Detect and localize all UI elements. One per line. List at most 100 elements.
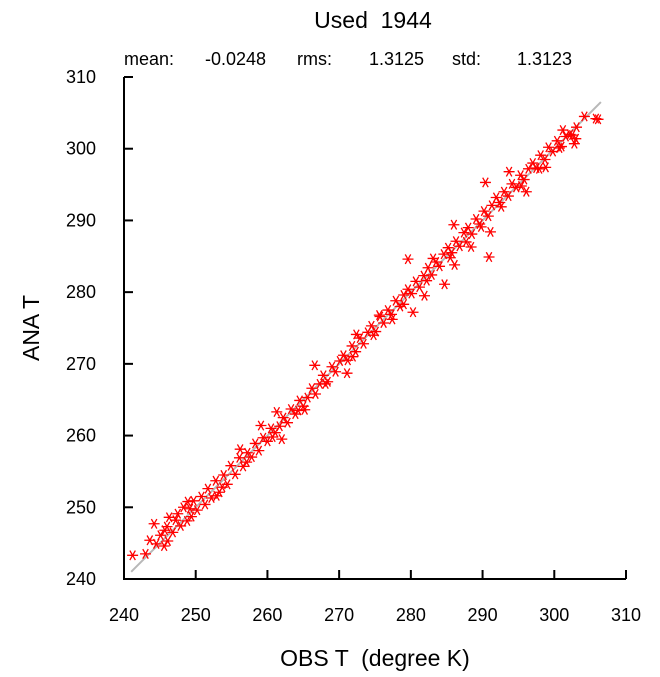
- data-point: [292, 405, 304, 416]
- data-point: [285, 403, 297, 415]
- data-point: [410, 276, 422, 287]
- data-point: [418, 290, 430, 301]
- data-point: [181, 515, 193, 526]
- data-point: [320, 378, 332, 390]
- data-point: [253, 445, 265, 456]
- data-point: [460, 236, 472, 248]
- data-point: [406, 288, 418, 299]
- y-tick-label: 240: [66, 569, 96, 589]
- data-point: [341, 368, 353, 379]
- data-point: [365, 320, 377, 331]
- data-point: [483, 251, 495, 263]
- data-point: [495, 201, 507, 212]
- data-point: [484, 226, 496, 237]
- y-tick-label: 270: [66, 354, 96, 374]
- data-point: [282, 417, 294, 428]
- data-point: [557, 124, 569, 136]
- y-tick-label: 260: [66, 426, 96, 446]
- data-point: [373, 310, 385, 321]
- data-point: [390, 295, 402, 306]
- data-point: [439, 279, 451, 290]
- y-axis-ticks: 240 250 260 270 280 290 300 310: [66, 67, 133, 589]
- y-tick-label: 290: [66, 210, 96, 230]
- data-point: [309, 388, 321, 400]
- data-point: [448, 219, 460, 230]
- y-axis-label: ANA T: [18, 295, 44, 361]
- data-point: [402, 254, 414, 265]
- data-point: [413, 282, 425, 293]
- mean-label: mean:: [124, 49, 174, 69]
- data-point: [211, 490, 223, 501]
- rms-label: rms:: [297, 49, 332, 69]
- y-tick-label: 280: [66, 282, 96, 302]
- y-tick-label: 310: [66, 67, 96, 87]
- data-point: [590, 113, 602, 124]
- x-tick-label: 270: [324, 605, 354, 625]
- data-point: [551, 135, 563, 146]
- data-point: [475, 221, 487, 232]
- data-point: [553, 142, 565, 154]
- data-point: [407, 307, 419, 318]
- data-point: [533, 163, 545, 174]
- rms-value: 1.3125: [369, 49, 424, 69]
- data-point: [162, 535, 174, 547]
- data-point: [394, 301, 406, 312]
- data-point: [195, 491, 207, 502]
- data-point: [233, 452, 245, 463]
- data-point: [299, 404, 311, 415]
- std-value: 1.3123: [517, 49, 572, 69]
- data-point: [346, 340, 358, 352]
- data-point: [502, 190, 514, 202]
- data-point: [276, 434, 288, 445]
- data-point: [150, 538, 162, 549]
- data-point: [172, 508, 184, 519]
- data-point: [234, 444, 246, 455]
- data-point: [592, 114, 604, 125]
- data-point: [535, 150, 547, 161]
- data-point: [566, 130, 578, 141]
- data-point: [330, 366, 342, 377]
- data-point: [225, 460, 237, 471]
- data-point: [229, 469, 241, 480]
- data-point: [337, 350, 349, 361]
- data-point: [518, 174, 530, 185]
- data-point: [421, 275, 433, 286]
- data-point: [444, 252, 456, 263]
- data-point: [368, 330, 380, 341]
- data-point: [265, 423, 277, 434]
- data-point: [170, 515, 182, 526]
- std-label: std:: [452, 49, 481, 69]
- data-point: [255, 420, 267, 431]
- x-tick-label: 250: [181, 605, 211, 625]
- data-point: [522, 163, 534, 174]
- data-point: [185, 511, 197, 522]
- x-axis-label: OBS T (degree K): [280, 645, 470, 671]
- data-point: [543, 142, 555, 153]
- data-point: [237, 461, 249, 472]
- data-point: [277, 412, 289, 423]
- stats-line: mean: -0.0248 rms: 1.3125 std: 1.3123: [124, 49, 572, 69]
- data-point: [350, 329, 362, 340]
- data-point: [465, 241, 477, 253]
- data-point: [482, 211, 494, 222]
- x-tick-label: 260: [252, 605, 282, 625]
- data-point: [182, 496, 194, 507]
- data-point: [434, 261, 446, 272]
- data-point: [202, 483, 214, 494]
- data-point: [466, 228, 478, 240]
- data-point: [398, 289, 410, 301]
- data-point: [167, 527, 179, 538]
- x-tick-label: 280: [396, 605, 426, 625]
- data-point: [515, 180, 527, 192]
- data-point: [382, 304, 394, 316]
- x-axis-ticks: 240 250 260 270 280 290 300 310: [109, 570, 641, 625]
- data-point: [520, 186, 532, 197]
- data-point: [127, 550, 139, 561]
- data-point: [347, 351, 359, 362]
- data-point: [503, 166, 515, 177]
- data-point: [140, 548, 152, 559]
- data-point: [210, 475, 222, 486]
- data-point: [178, 502, 190, 513]
- data-point: [479, 177, 491, 188]
